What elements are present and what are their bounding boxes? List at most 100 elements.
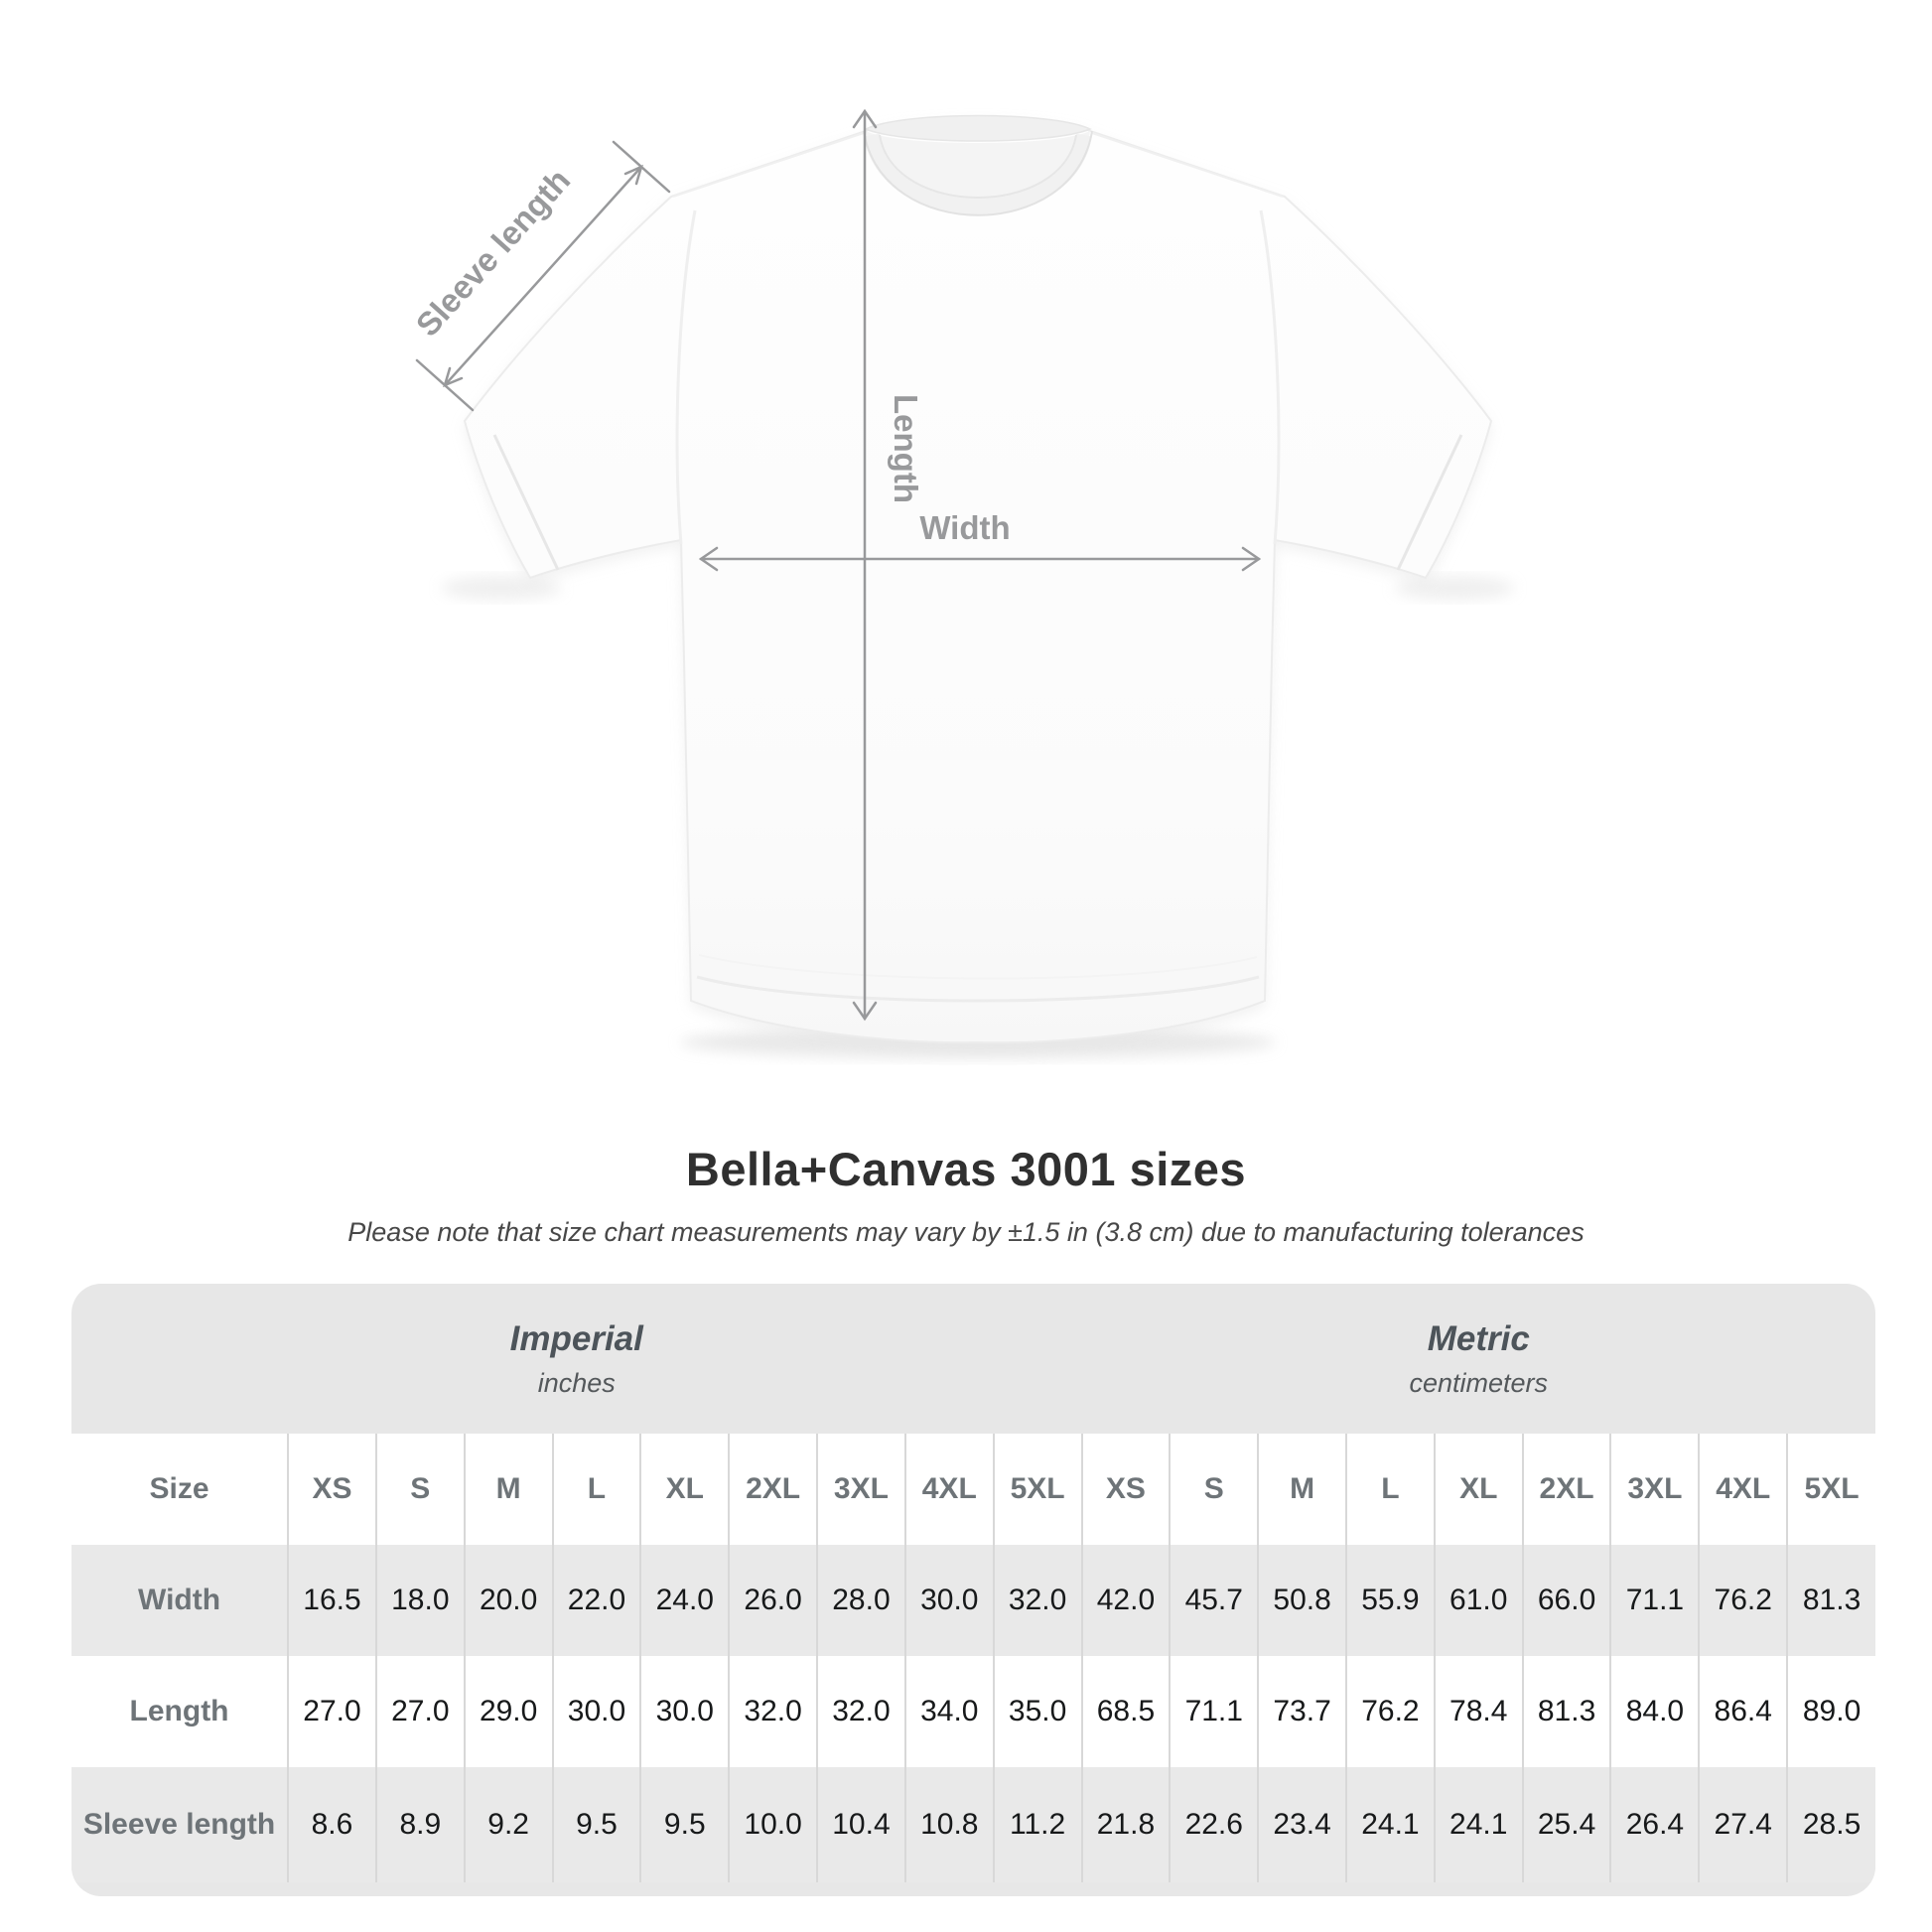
col-header-metric-4xl: 4XL	[1698, 1434, 1788, 1545]
length-metric-4xl: 86.4	[1698, 1656, 1788, 1767]
sleeve-imperial-5xl: 11.2	[992, 1767, 1082, 1882]
col-header-metric-m: M	[1257, 1434, 1346, 1545]
length-metric-xl: 78.4	[1433, 1656, 1523, 1767]
sleeve-imperial-3xl: 10.4	[816, 1767, 905, 1882]
length-imperial-4xl: 34.0	[903, 1656, 994, 1767]
width-row: Width 16.5 18.0 20.0 22.0 24.0 26.0 28.0…	[71, 1545, 1875, 1656]
sleeve-metric-4xl: 27.4	[1698, 1767, 1788, 1882]
length-metric-m: 73.7	[1257, 1656, 1346, 1767]
sleeve-metric-xs: 21.8	[1080, 1767, 1171, 1882]
sleeve-imperial-4xl: 10.8	[903, 1767, 994, 1882]
col-header-imperial-l: L	[551, 1434, 641, 1545]
col-header-imperial-3xl: 3XL	[816, 1434, 905, 1545]
collar	[863, 114, 1093, 216]
width-arrow	[698, 546, 1262, 572]
sleeve-length-row: Sleeve length 8.6 8.9 9.2 9.5 9.5 10.0 1…	[71, 1767, 1875, 1882]
width-metric-l: 55.9	[1345, 1545, 1435, 1656]
sleeve-metric-xl: 24.1	[1433, 1767, 1523, 1882]
width-imperial-2xl: 26.0	[728, 1545, 818, 1656]
sleeve-metric-s: 22.6	[1169, 1767, 1259, 1882]
width-metric-4xl: 76.2	[1698, 1545, 1788, 1656]
sleeve-metric-2xl: 25.4	[1521, 1767, 1611, 1882]
size-header-row: Size XS S M L XL 2XL 3XL 4XL 5XL XS S M …	[71, 1434, 1875, 1545]
col-header-metric-3xl: 3XL	[1609, 1434, 1700, 1545]
units-band-row: Imperial inches Metric centimeters	[71, 1284, 1875, 1434]
row-label-length: Length	[129, 1695, 229, 1727]
col-header-metric-2xl: 2XL	[1521, 1434, 1611, 1545]
length-imperial-xs: 27.0	[287, 1656, 376, 1767]
sleeve-imperial-xl: 9.5	[639, 1767, 730, 1882]
width-metric-xl: 61.0	[1433, 1545, 1523, 1656]
row-label-width: Width	[138, 1584, 221, 1616]
page-title: Bella+Canvas 3001 sizes	[685, 1143, 1247, 1195]
col-header-metric-s: S	[1169, 1434, 1259, 1545]
col-header-imperial-4xl: 4XL	[903, 1434, 994, 1545]
width-metric-xs: 42.0	[1080, 1545, 1171, 1656]
sleeve-imperial-xs: 8.6	[287, 1767, 376, 1882]
width-metric-m: 50.8	[1257, 1545, 1346, 1656]
length-metric-3xl: 84.0	[1609, 1656, 1700, 1767]
width-metric-5xl: 81.3	[1786, 1545, 1875, 1656]
col-header-imperial-m: M	[463, 1434, 553, 1545]
sleeve-imperial-m: 9.2	[463, 1767, 553, 1882]
length-imperial-s: 27.0	[374, 1656, 465, 1767]
page-subtitle: Please note that size chart measurements…	[347, 1217, 1585, 1247]
width-metric-3xl: 71.1	[1609, 1545, 1700, 1656]
sleeve-imperial-l: 9.5	[551, 1767, 641, 1882]
sleeve-metric-3xl: 26.4	[1609, 1767, 1700, 1882]
sleeve-length-arrow	[415, 140, 671, 412]
size-table: Imperial inches Metric centimeters Size …	[71, 1284, 1875, 1882]
imperial-section-unit: inches	[537, 1367, 616, 1398]
length-imperial-xl: 30.0	[639, 1656, 730, 1767]
tshirt-measurement-diagram: Sleeve length Length Width	[409, 108, 1514, 1058]
sleeve-metric-m: 23.4	[1257, 1767, 1346, 1882]
width-imperial-xs: 16.5	[287, 1545, 376, 1656]
length-metric-xs: 68.5	[1080, 1656, 1171, 1767]
col-header-metric-5xl: 5XL	[1786, 1434, 1875, 1545]
sleeve-imperial-2xl: 10.0	[728, 1767, 818, 1882]
size-header: Size	[149, 1472, 209, 1505]
imperial-section-header: Imperial inches	[71, 1284, 1082, 1434]
length-imperial-l: 30.0	[551, 1656, 641, 1767]
col-header-metric-xs: XS	[1080, 1434, 1171, 1545]
tshirt-graphic	[463, 114, 1493, 1044]
size-table-container: Imperial inches Metric centimeters Size …	[71, 1284, 1875, 1896]
imperial-section-title: Imperial	[509, 1318, 643, 1358]
length-row: Length 27.0 27.0 29.0 30.0 30.0 32.0 32.…	[71, 1656, 1875, 1767]
length-metric-2xl: 81.3	[1521, 1656, 1611, 1767]
metric-section-title: Metric	[1427, 1318, 1530, 1358]
col-header-imperial-xs: XS	[287, 1434, 376, 1545]
length-imperial-5xl: 35.0	[992, 1656, 1082, 1767]
metric-section-header: Metric centimeters	[1082, 1284, 1875, 1434]
sleeve-metric-l: 24.1	[1345, 1767, 1435, 1882]
col-header-imperial-2xl: 2XL	[728, 1434, 818, 1545]
width-imperial-l: 22.0	[551, 1545, 641, 1656]
metric-section-unit: centimeters	[1409, 1367, 1549, 1398]
length-arrow	[852, 108, 878, 1022]
length-imperial-3xl: 32.0	[816, 1656, 905, 1767]
width-metric-s: 45.7	[1169, 1545, 1259, 1656]
length-label: Length	[888, 394, 924, 503]
measurement-annotations	[415, 108, 1262, 1022]
col-header-metric-xl: XL	[1433, 1434, 1523, 1545]
width-imperial-m: 20.0	[463, 1545, 553, 1656]
length-metric-l: 76.2	[1345, 1656, 1435, 1767]
width-imperial-xl: 24.0	[639, 1545, 730, 1656]
length-imperial-2xl: 32.0	[728, 1656, 818, 1767]
col-header-imperial-5xl: 5XL	[992, 1434, 1082, 1545]
length-metric-5xl: 89.0	[1786, 1656, 1875, 1767]
length-metric-s: 71.1	[1169, 1656, 1259, 1767]
col-header-imperial-xl: XL	[639, 1434, 730, 1545]
sleeve-imperial-s: 8.9	[374, 1767, 465, 1882]
width-imperial-5xl: 32.0	[992, 1545, 1082, 1656]
row-label-sleeve-length: Sleeve length	[82, 1808, 276, 1841]
length-imperial-m: 29.0	[463, 1656, 553, 1767]
col-header-imperial-s: S	[374, 1434, 465, 1545]
width-label: Width	[919, 509, 1010, 546]
col-header-metric-l: L	[1345, 1434, 1435, 1545]
width-imperial-3xl: 28.0	[816, 1545, 905, 1656]
width-metric-2xl: 66.0	[1521, 1545, 1611, 1656]
sleeve-metric-5xl: 28.5	[1786, 1767, 1875, 1882]
width-imperial-4xl: 30.0	[903, 1545, 994, 1656]
